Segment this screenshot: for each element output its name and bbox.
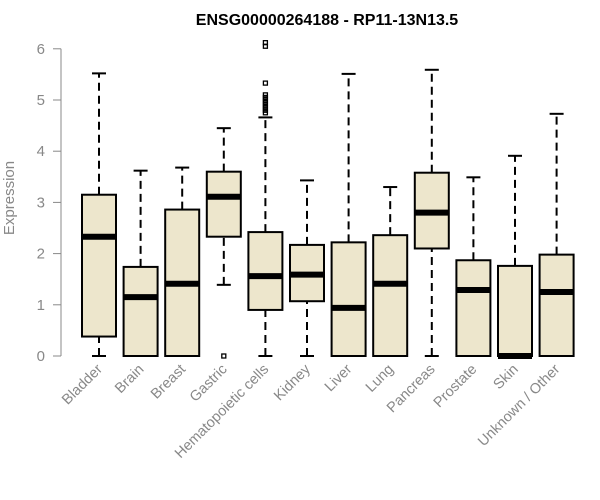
box-unknown-other (538, 112, 575, 357)
x-category-label: Bladder (59, 361, 106, 408)
y-tick-label: 6 (37, 41, 45, 58)
box-brain (122, 169, 159, 357)
x-category-label: Breast (148, 362, 189, 403)
y-tick-label: 2 (37, 246, 45, 263)
y-axis: 0 1 2 3 4 5 6 (37, 41, 62, 365)
box-gastric (205, 127, 242, 359)
box-pancreas (413, 68, 450, 357)
outlier-point (262, 80, 269, 86)
x-category-label: Kidney (271, 361, 314, 404)
box-breast (164, 166, 201, 357)
outlier-point (221, 353, 227, 359)
box-skin (497, 154, 533, 359)
x-category-label: Brain (112, 362, 147, 397)
boxes (81, 40, 575, 359)
iqr-box (455, 259, 492, 358)
box-kidney (289, 179, 325, 357)
box-lung (372, 186, 409, 357)
iqr-box (81, 193, 117, 338)
outlier-point (262, 92, 269, 98)
box-bladder (81, 72, 117, 357)
y-tick-label: 1 (37, 297, 45, 314)
box-prostate (455, 176, 492, 358)
iqr-box (122, 265, 159, 357)
iqr-box (330, 241, 367, 357)
iqr-box (205, 170, 242, 238)
y-tick-label: 3 (37, 194, 45, 211)
box-hematopoietic-cells (247, 40, 284, 357)
iqr-box (372, 234, 409, 357)
iqr-box (538, 253, 575, 357)
outlier-point (262, 40, 269, 46)
box-liver (330, 72, 367, 357)
x-category-label: Lung (363, 362, 397, 396)
x-category-label: Prostate (431, 362, 480, 411)
x-category-label: Liver (322, 361, 356, 395)
iqr-box (247, 231, 284, 311)
y-axis-label: Expression (1, 161, 18, 235)
x-category-label: Skin (491, 362, 522, 393)
iqr-box (497, 264, 533, 357)
chart-title: ENSG00000264188 - RP11-13N13.5 (196, 12, 459, 29)
y-tick-label: 4 (37, 143, 45, 160)
y-tick-label: 0 (37, 348, 45, 365)
y-tick-label: 5 (37, 92, 45, 109)
